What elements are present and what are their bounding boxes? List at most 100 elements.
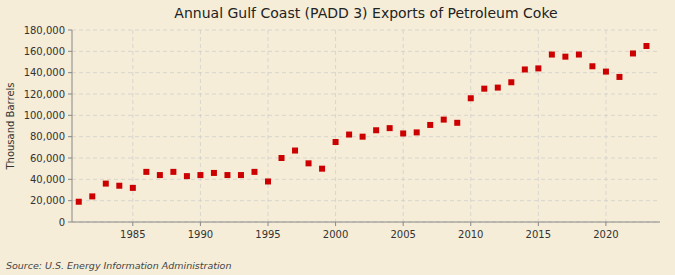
y-grid-line bbox=[72, 72, 660, 73]
y-tick-label: 40,000 bbox=[30, 174, 65, 185]
x-tick-label: 2000 bbox=[323, 229, 348, 240]
x-tick bbox=[605, 222, 606, 226]
x-tick bbox=[200, 222, 201, 226]
point bbox=[157, 172, 163, 178]
point bbox=[130, 185, 136, 191]
x-tick bbox=[470, 222, 471, 226]
x-grid-line bbox=[538, 30, 539, 222]
point bbox=[549, 52, 555, 58]
x-tick bbox=[132, 222, 133, 226]
point bbox=[76, 199, 82, 205]
x-grid-line bbox=[403, 30, 404, 222]
point bbox=[616, 74, 622, 80]
point bbox=[292, 148, 298, 154]
y-grid-line bbox=[72, 115, 660, 116]
x-tick bbox=[268, 222, 269, 226]
y-tick bbox=[68, 136, 72, 137]
y-tick bbox=[68, 115, 72, 116]
point bbox=[211, 170, 217, 176]
y-grid-line bbox=[72, 222, 660, 223]
point bbox=[197, 172, 203, 178]
x-tick-label: 2020 bbox=[593, 229, 618, 240]
y-grid-line bbox=[72, 51, 660, 52]
x-tick-label: 1990 bbox=[188, 229, 213, 240]
point bbox=[495, 85, 501, 91]
y-tick-label: 100,000 bbox=[24, 110, 65, 121]
y-tick bbox=[68, 200, 72, 201]
point bbox=[630, 50, 636, 56]
point bbox=[170, 169, 176, 175]
point bbox=[360, 134, 366, 140]
y-tick-label: 80,000 bbox=[30, 131, 65, 142]
point bbox=[265, 178, 271, 184]
y-tick-label: 180,000 bbox=[24, 25, 65, 36]
point bbox=[333, 139, 339, 145]
point bbox=[89, 193, 95, 199]
point bbox=[454, 120, 460, 126]
point bbox=[319, 166, 325, 172]
y-grid-line bbox=[72, 30, 660, 31]
point bbox=[414, 129, 420, 135]
y-tick-label: 120,000 bbox=[24, 89, 65, 100]
point bbox=[441, 117, 447, 123]
axes: 020,00040,00060,00080,000100,000120,0001… bbox=[24, 25, 660, 241]
y-axis-label: Thousand Barrels bbox=[5, 82, 16, 170]
point bbox=[562, 54, 568, 60]
point bbox=[143, 169, 149, 175]
x-tick-label: 2015 bbox=[526, 229, 551, 240]
x-tick-label: 2010 bbox=[458, 229, 483, 240]
point bbox=[306, 160, 312, 166]
grid bbox=[72, 30, 660, 222]
point bbox=[508, 79, 514, 85]
point bbox=[400, 130, 406, 136]
x-axis-line bbox=[72, 222, 660, 223]
point bbox=[522, 66, 528, 72]
point bbox=[116, 183, 122, 189]
x-tick-label: 1985 bbox=[120, 229, 145, 240]
y-grid-line bbox=[72, 136, 660, 137]
point bbox=[576, 52, 582, 58]
y-tick-label: 60,000 bbox=[30, 153, 65, 164]
x-grid-line bbox=[335, 30, 336, 222]
y-tick bbox=[68, 72, 72, 73]
x-grid-line bbox=[200, 30, 201, 222]
y-tick bbox=[68, 30, 72, 31]
chart: Annual Gulf Coast (PADD 3) Exports of Pe… bbox=[0, 0, 675, 275]
x-tick-label: 1995 bbox=[255, 229, 280, 240]
source-note: Source: U.S. Energy Information Administ… bbox=[6, 260, 231, 271]
point bbox=[373, 127, 379, 133]
y-tick-label: 160,000 bbox=[24, 46, 65, 57]
point bbox=[184, 173, 190, 179]
x-grid-line bbox=[268, 30, 269, 222]
point bbox=[224, 172, 230, 178]
x-grid-line bbox=[605, 30, 606, 222]
title: Annual Gulf Coast (PADD 3) Exports of Pe… bbox=[174, 5, 557, 21]
x-tick bbox=[403, 222, 404, 226]
point bbox=[535, 65, 541, 71]
point bbox=[468, 95, 474, 101]
point bbox=[589, 63, 595, 69]
y-tick bbox=[68, 94, 72, 95]
y-tick bbox=[68, 158, 72, 159]
y-tick-label: 140,000 bbox=[24, 67, 65, 78]
y-tick bbox=[68, 222, 72, 223]
x-tick-label: 2005 bbox=[390, 229, 415, 240]
y-grid-line bbox=[72, 200, 660, 201]
point bbox=[238, 172, 244, 178]
x-tick bbox=[538, 222, 539, 226]
points bbox=[76, 43, 650, 205]
point bbox=[481, 86, 487, 92]
y-tick bbox=[68, 51, 72, 52]
y-axis-line bbox=[72, 30, 73, 222]
point bbox=[346, 132, 352, 138]
x-grid-line bbox=[470, 30, 471, 222]
x-grid-line bbox=[132, 30, 133, 222]
x-tick bbox=[335, 222, 336, 226]
y-grid-line bbox=[72, 158, 660, 159]
y-grid-line bbox=[72, 179, 660, 180]
y-tick-label: 0 bbox=[59, 217, 65, 228]
y-tick bbox=[68, 179, 72, 180]
point bbox=[103, 181, 109, 187]
point bbox=[279, 155, 285, 161]
point bbox=[251, 169, 257, 175]
